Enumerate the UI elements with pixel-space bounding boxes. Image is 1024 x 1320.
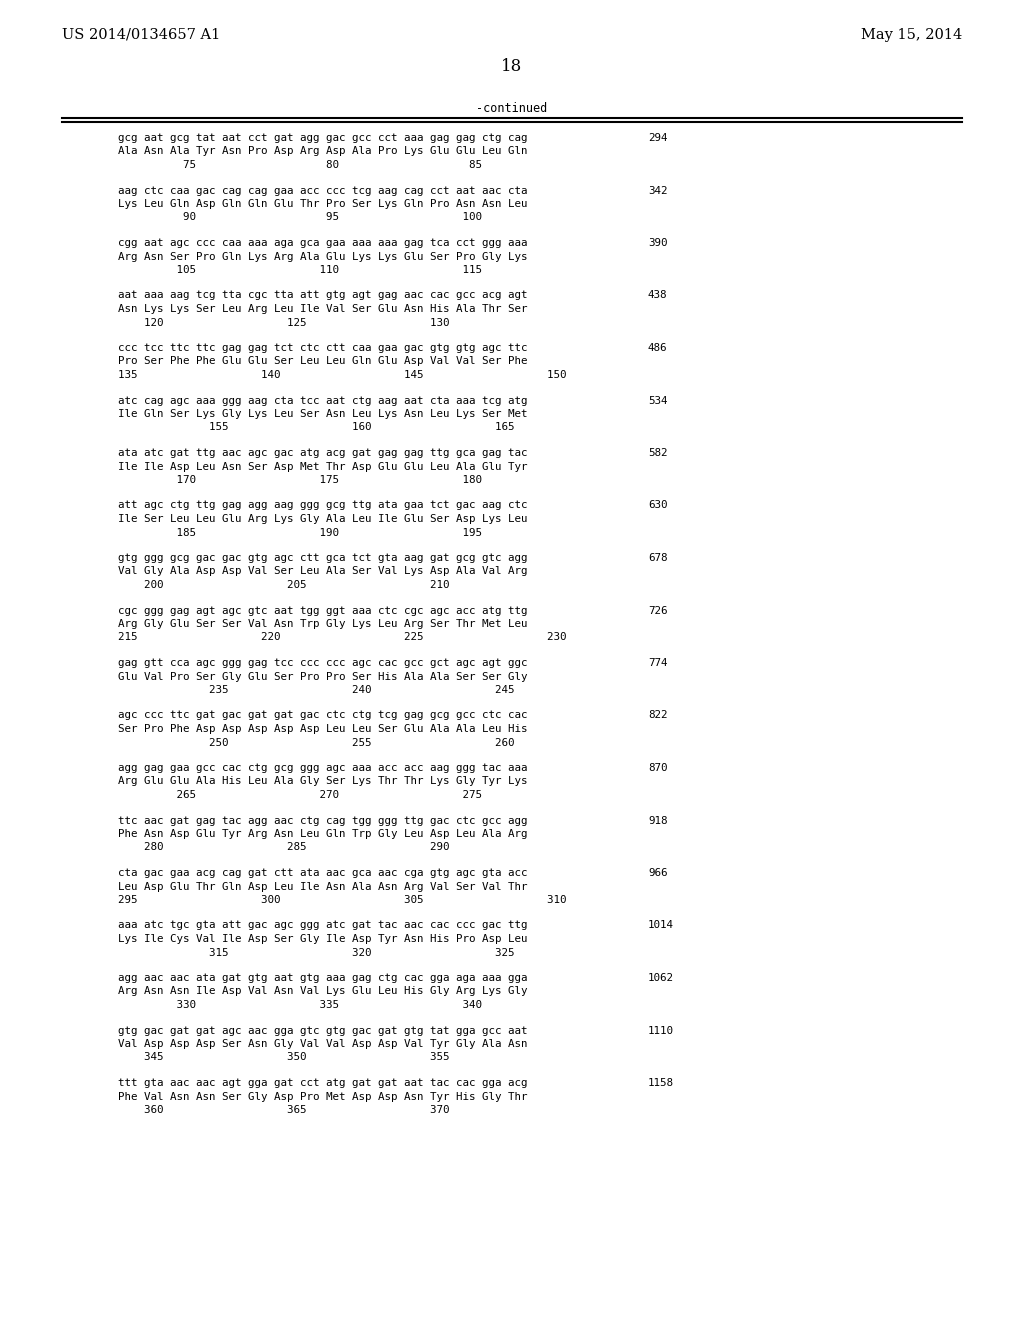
Text: 870: 870 — [648, 763, 668, 774]
Text: ccc tcc ttc ttc gag gag tct ctc ctt caa gaa gac gtg gtg agc ttc: ccc tcc ttc ttc gag gag tct ctc ctt caa … — [118, 343, 527, 352]
Text: Pro Ser Phe Phe Glu Glu Ser Leu Leu Gln Glu Asp Val Val Ser Phe: Pro Ser Phe Phe Glu Glu Ser Leu Leu Gln … — [118, 356, 527, 367]
Text: 235                   240                   245: 235 240 245 — [118, 685, 514, 696]
Text: Ser Pro Phe Asp Asp Asp Asp Asp Leu Leu Ser Glu Ala Ala Leu His: Ser Pro Phe Asp Asp Asp Asp Asp Leu Leu … — [118, 723, 527, 734]
Text: 438: 438 — [648, 290, 668, 301]
Text: Ala Asn Ala Tyr Asn Pro Asp Arg Asp Ala Pro Lys Glu Glu Leu Gln: Ala Asn Ala Tyr Asn Pro Asp Arg Asp Ala … — [118, 147, 527, 157]
Text: 822: 822 — [648, 710, 668, 721]
Text: att agc ctg ttg gag agg aag ggg gcg ttg ata gaa tct gac aag ctc: att agc ctg ttg gag agg aag ggg gcg ttg … — [118, 500, 527, 511]
Text: US 2014/0134657 A1: US 2014/0134657 A1 — [62, 28, 220, 42]
Text: Phe Asn Asp Glu Tyr Arg Asn Leu Gln Trp Gly Leu Asp Leu Ala Arg: Phe Asn Asp Glu Tyr Arg Asn Leu Gln Trp … — [118, 829, 527, 840]
Text: 135                   140                   145                   150: 135 140 145 150 — [118, 370, 566, 380]
Text: Arg Asn Asn Ile Asp Val Asn Val Lys Glu Leu His Gly Arg Lys Gly: Arg Asn Asn Ile Asp Val Asn Val Lys Glu … — [118, 986, 527, 997]
Text: 265                   270                   275: 265 270 275 — [118, 789, 482, 800]
Text: 185                   190                   195: 185 190 195 — [118, 528, 482, 537]
Text: 390: 390 — [648, 238, 668, 248]
Text: 75                    80                    85: 75 80 85 — [118, 160, 482, 170]
Text: 1110: 1110 — [648, 1026, 674, 1035]
Text: 1158: 1158 — [648, 1078, 674, 1088]
Text: 678: 678 — [648, 553, 668, 564]
Text: 120                   125                   130: 120 125 130 — [118, 318, 450, 327]
Text: 170                   175                   180: 170 175 180 — [118, 475, 482, 484]
Text: 155                   160                   165: 155 160 165 — [118, 422, 514, 433]
Text: 315                   320                   325: 315 320 325 — [118, 948, 514, 957]
Text: aag ctc caa gac cag cag gaa acc ccc tcg aag cag cct aat aac cta: aag ctc caa gac cag cag gaa acc ccc tcg … — [118, 186, 527, 195]
Text: agg aac aac ata gat gtg aat gtg aaa gag ctg cac gga aga aaa gga: agg aac aac ata gat gtg aat gtg aaa gag … — [118, 973, 527, 983]
Text: ttt gta aac aac agt gga gat cct atg gat gat aat tac cac gga acg: ttt gta aac aac agt gga gat cct atg gat … — [118, 1078, 527, 1088]
Text: ata atc gat ttg aac agc gac atg acg gat gag gag ttg gca gag tac: ata atc gat ttg aac agc gac atg acg gat … — [118, 447, 527, 458]
Text: agc ccc ttc gat gac gat gat gac ctc ctg tcg gag gcg gcc ctc cac: agc ccc ttc gat gac gat gat gac ctc ctg … — [118, 710, 527, 721]
Text: 342: 342 — [648, 186, 668, 195]
Text: Ile Gln Ser Lys Gly Lys Leu Ser Asn Leu Lys Asn Leu Lys Ser Met: Ile Gln Ser Lys Gly Lys Leu Ser Asn Leu … — [118, 409, 527, 418]
Text: Ile Ser Leu Leu Glu Arg Lys Gly Ala Leu Ile Glu Ser Asp Lys Leu: Ile Ser Leu Leu Glu Arg Lys Gly Ala Leu … — [118, 513, 527, 524]
Text: Arg Gly Glu Ser Ser Val Asn Trp Gly Lys Leu Arg Ser Thr Met Leu: Arg Gly Glu Ser Ser Val Asn Trp Gly Lys … — [118, 619, 527, 630]
Text: May 15, 2014: May 15, 2014 — [861, 28, 962, 42]
Text: 294: 294 — [648, 133, 668, 143]
Text: 90                    95                   100: 90 95 100 — [118, 213, 482, 223]
Text: 726: 726 — [648, 606, 668, 615]
Text: 250                   255                   260: 250 255 260 — [118, 738, 514, 747]
Text: gcg aat gcg tat aat cct gat agg gac gcc cct aaa gag gag ctg cag: gcg aat gcg tat aat cct gat agg gac gcc … — [118, 133, 527, 143]
Text: Val Gly Ala Asp Asp Val Ser Leu Ala Ser Val Lys Asp Ala Val Arg: Val Gly Ala Asp Asp Val Ser Leu Ala Ser … — [118, 566, 527, 577]
Text: ttc aac gat gag tac agg aac ctg cag tgg ggg ttg gac ctc gcc agg: ttc aac gat gag tac agg aac ctg cag tgg … — [118, 816, 527, 825]
Text: Asn Lys Lys Ser Leu Arg Leu Ile Val Ser Glu Asn His Ala Thr Ser: Asn Lys Lys Ser Leu Arg Leu Ile Val Ser … — [118, 304, 527, 314]
Text: cta gac gaa acg cag gat ctt ata aac gca aac cga gtg agc gta acc: cta gac gaa acg cag gat ctt ata aac gca … — [118, 869, 527, 878]
Text: 105                   110                   115: 105 110 115 — [118, 265, 482, 275]
Text: 200                   205                   210: 200 205 210 — [118, 579, 450, 590]
Text: gtg gac gat gat agc aac gga gtc gtg gac gat gtg tat gga gcc aat: gtg gac gat gat agc aac gga gtc gtg gac … — [118, 1026, 527, 1035]
Text: 330                   335                   340: 330 335 340 — [118, 1001, 482, 1010]
Text: gag gtt cca agc ggg gag tcc ccc ccc agc cac gcc gct agc agt ggc: gag gtt cca agc ggg gag tcc ccc ccc agc … — [118, 657, 527, 668]
Text: Leu Asp Glu Thr Gln Asp Leu Ile Asn Ala Asn Arg Val Ser Val Thr: Leu Asp Glu Thr Gln Asp Leu Ile Asn Ala … — [118, 882, 527, 891]
Text: aaa atc tgc gta att gac agc ggg atc gat tac aac cac ccc gac ttg: aaa atc tgc gta att gac agc ggg atc gat … — [118, 920, 527, 931]
Text: -continued: -continued — [476, 102, 548, 115]
Text: cgc ggg gag agt agc gtc aat tgg ggt aaa ctc cgc agc acc atg ttg: cgc ggg gag agt agc gtc aat tgg ggt aaa … — [118, 606, 527, 615]
Text: 360                   365                   370: 360 365 370 — [118, 1105, 450, 1115]
Text: 918: 918 — [648, 816, 668, 825]
Text: 1014: 1014 — [648, 920, 674, 931]
Text: gtg ggg gcg gac gac gtg agc ctt gca tct gta aag gat gcg gtc agg: gtg ggg gcg gac gac gtg agc ctt gca tct … — [118, 553, 527, 564]
Text: 18: 18 — [502, 58, 522, 75]
Text: 345                   350                   355: 345 350 355 — [118, 1052, 450, 1063]
Text: 630: 630 — [648, 500, 668, 511]
Text: Ile Ile Asp Leu Asn Ser Asp Met Thr Asp Glu Glu Leu Ala Glu Tyr: Ile Ile Asp Leu Asn Ser Asp Met Thr Asp … — [118, 462, 527, 471]
Text: Val Asp Asp Asp Ser Asn Gly Val Val Asp Asp Val Tyr Gly Ala Asn: Val Asp Asp Asp Ser Asn Gly Val Val Asp … — [118, 1039, 527, 1049]
Text: aat aaa aag tcg tta cgc tta att gtg agt gag aac cac gcc acg agt: aat aaa aag tcg tta cgc tta att gtg agt … — [118, 290, 527, 301]
Text: 1062: 1062 — [648, 973, 674, 983]
Text: Phe Val Asn Asn Ser Gly Asp Pro Met Asp Asp Asn Tyr His Gly Thr: Phe Val Asn Asn Ser Gly Asp Pro Met Asp … — [118, 1092, 527, 1101]
Text: Lys Ile Cys Val Ile Asp Ser Gly Ile Asp Tyr Asn His Pro Asp Leu: Lys Ile Cys Val Ile Asp Ser Gly Ile Asp … — [118, 935, 527, 944]
Text: Glu Val Pro Ser Gly Glu Ser Pro Pro Ser His Ala Ala Ser Ser Gly: Glu Val Pro Ser Gly Glu Ser Pro Pro Ser … — [118, 672, 527, 681]
Text: atc cag agc aaa ggg aag cta tcc aat ctg aag aat cta aaa tcg atg: atc cag agc aaa ggg aag cta tcc aat ctg … — [118, 396, 527, 405]
Text: 774: 774 — [648, 657, 668, 668]
Text: 966: 966 — [648, 869, 668, 878]
Text: 582: 582 — [648, 447, 668, 458]
Text: 280                   285                   290: 280 285 290 — [118, 842, 450, 853]
Text: Lys Leu Gln Asp Gln Gln Glu Thr Pro Ser Lys Gln Pro Asn Asn Leu: Lys Leu Gln Asp Gln Gln Glu Thr Pro Ser … — [118, 199, 527, 209]
Text: 215                   220                   225                   230: 215 220 225 230 — [118, 632, 566, 643]
Text: 486: 486 — [648, 343, 668, 352]
Text: 534: 534 — [648, 396, 668, 405]
Text: Arg Glu Glu Ala His Leu Ala Gly Ser Lys Thr Thr Lys Gly Tyr Lys: Arg Glu Glu Ala His Leu Ala Gly Ser Lys … — [118, 776, 527, 787]
Text: cgg aat agc ccc caa aaa aga gca gaa aaa aaa gag tca cct ggg aaa: cgg aat agc ccc caa aaa aga gca gaa aaa … — [118, 238, 527, 248]
Text: agg gag gaa gcc cac ctg gcg ggg agc aaa acc acc aag ggg tac aaa: agg gag gaa gcc cac ctg gcg ggg agc aaa … — [118, 763, 527, 774]
Text: 295                   300                   305                   310: 295 300 305 310 — [118, 895, 566, 906]
Text: Arg Asn Ser Pro Gln Lys Arg Ala Glu Lys Lys Glu Ser Pro Gly Lys: Arg Asn Ser Pro Gln Lys Arg Ala Glu Lys … — [118, 252, 527, 261]
